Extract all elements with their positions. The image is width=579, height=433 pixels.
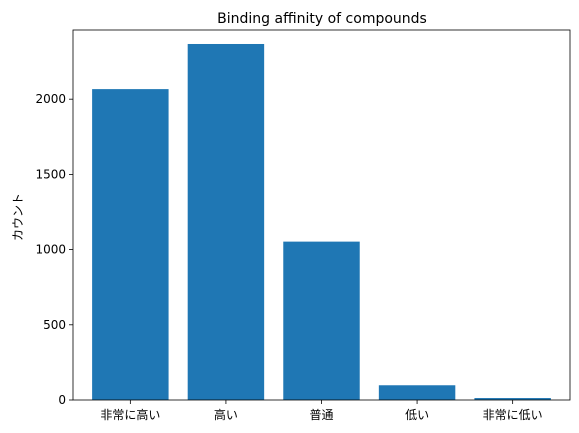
bar-0 bbox=[92, 89, 169, 401]
x-tick-label-1: 高い bbox=[214, 407, 238, 422]
y-axis-label: カウント bbox=[11, 193, 25, 241]
y-tick-label-0: 0 bbox=[58, 393, 66, 407]
bar-3 bbox=[378, 385, 456, 400]
y-tick-label-1: 500 bbox=[43, 318, 66, 332]
chart-title: Binding affinity of compounds bbox=[217, 11, 427, 27]
bar-1 bbox=[187, 43, 265, 401]
y-axis-ticks: 0 500 1000 1500 2000 bbox=[35, 92, 73, 407]
y-tick-label-4: 2000 bbox=[35, 92, 66, 106]
bar-2 bbox=[283, 241, 360, 400]
bar-4 bbox=[474, 398, 551, 400]
x-axis-ticks: 非常に高い 高い 普通 低い 非常に低い bbox=[100, 400, 543, 422]
x-tick-label-3: 低い bbox=[405, 408, 429, 422]
y-tick-label-2: 1000 bbox=[35, 243, 66, 257]
plot-frame bbox=[72, 29, 571, 401]
x-tick-label-2: 普通 bbox=[309, 408, 333, 422]
y-tick-label-3: 1500 bbox=[35, 167, 66, 181]
bars-group bbox=[92, 43, 551, 401]
x-tick-label-0: 非常に高い bbox=[100, 407, 160, 422]
x-tick-label-4: 非常に低い bbox=[483, 408, 543, 422]
